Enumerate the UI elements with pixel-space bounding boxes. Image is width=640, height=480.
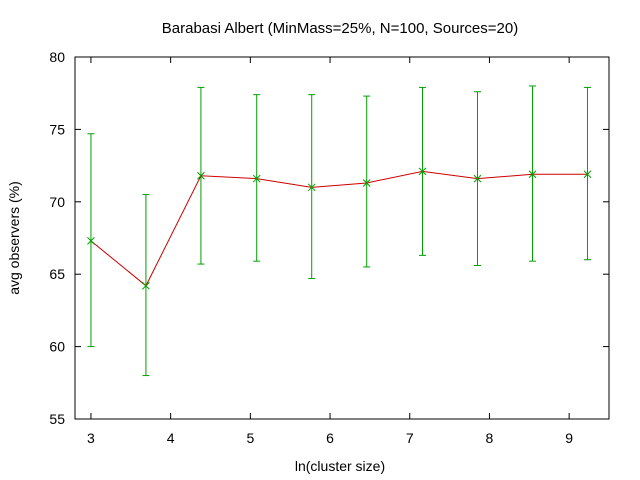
marker-stroke	[362, 179, 371, 187]
marker-stroke	[583, 170, 592, 179]
x-tick-label: 9	[565, 430, 573, 446]
marker-stroke	[528, 170, 537, 179]
error-bar	[308, 94, 316, 280]
marker-stroke	[252, 174, 261, 183]
x-tick-label: 6	[326, 430, 334, 446]
x-tick-label: 4	[167, 430, 175, 446]
series-line	[90, 170, 588, 287]
error-bar	[87, 133, 95, 348]
data-point-marker	[197, 171, 205, 180]
x-tick-label: 5	[246, 430, 254, 446]
marker-stroke	[87, 237, 95, 245]
x-axis: 3 4 5 6 7 8 9	[87, 57, 573, 446]
marker-stroke	[418, 167, 427, 176]
error-bar	[253, 94, 261, 262]
y-axis-label: avg observers (%)	[6, 181, 22, 295]
y-tick-label: 70	[49, 194, 65, 210]
marker-stroke	[142, 281, 150, 290]
x-axis-label: ln(cluster size)	[295, 458, 385, 474]
y-tick-label: 55	[49, 411, 65, 427]
marker-stroke	[473, 174, 482, 183]
series-markers	[87, 167, 592, 290]
error-bars	[87, 85, 591, 377]
data-point-marker	[418, 167, 427, 176]
data-point-marker	[473, 174, 482, 183]
x-tick-label: 7	[406, 430, 414, 446]
x-tick-label: 3	[87, 430, 95, 446]
data-point-marker	[307, 183, 316, 192]
x-tick-label: 8	[486, 430, 494, 446]
y-axis: 55 60 65 70 75 80	[49, 49, 609, 427]
y-tick-label: 60	[49, 339, 65, 355]
data-point-marker	[583, 170, 592, 179]
chart-title: Barabasi Albert (MinMass=25%, N=100, Sou…	[162, 20, 518, 37]
data-point-marker	[87, 237, 95, 245]
y-tick-label: 75	[49, 121, 65, 137]
y-tick-label: 65	[49, 266, 65, 282]
series-lines	[90, 170, 588, 287]
error-bar	[528, 85, 536, 262]
y-tick-label: 80	[49, 49, 65, 65]
error-bar	[583, 86, 591, 261]
marker-stroke	[307, 183, 316, 192]
data-point-marker	[252, 174, 261, 183]
error-bar	[363, 95, 371, 268]
data-point-marker	[528, 170, 537, 179]
marker-stroke	[197, 171, 205, 180]
plot-area-frame	[74, 56, 610, 420]
data-point-marker	[142, 281, 150, 290]
data-point-marker	[362, 179, 371, 187]
